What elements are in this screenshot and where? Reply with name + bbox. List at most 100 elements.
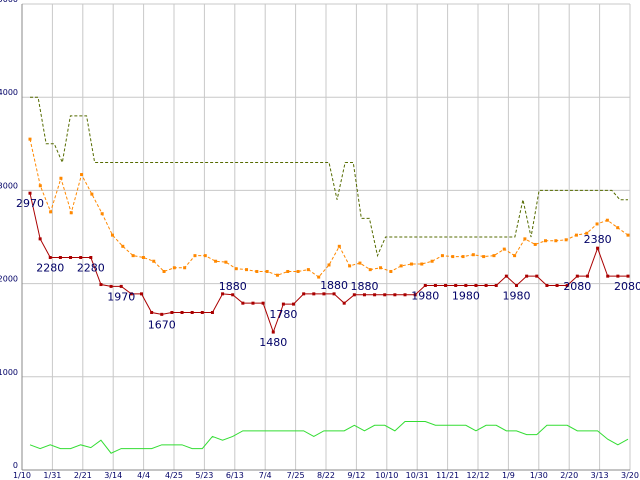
x-tick-label: 3/20 [621, 471, 639, 480]
series-point-1 [90, 192, 94, 196]
series-point-2 [89, 256, 93, 260]
series-point-1 [420, 262, 424, 266]
series-point-1 [399, 264, 403, 268]
series-point-1 [286, 269, 290, 273]
data-label: 1980 [503, 289, 531, 302]
series-point-1 [564, 238, 568, 242]
series-point-2 [241, 301, 245, 305]
series-point-2 [119, 284, 123, 288]
series-point-1 [327, 263, 331, 267]
series-point-2 [210, 310, 214, 314]
series-point-2 [28, 191, 32, 195]
series-point-1 [203, 254, 207, 258]
y-tick-label: 4000 [0, 88, 18, 97]
series-point-1 [544, 239, 548, 243]
data-label: 1970 [107, 290, 135, 303]
series-point-1 [234, 267, 238, 271]
series-point-1 [348, 264, 352, 268]
series-point-2 [48, 256, 52, 260]
series-point-2 [352, 293, 356, 297]
series-point-1 [574, 233, 578, 237]
series-point-2 [444, 283, 448, 287]
data-label: 2280 [36, 262, 64, 275]
y-tick-label: 2000 [0, 275, 18, 284]
series-point-1 [605, 218, 609, 222]
series-line-2 [29, 193, 628, 334]
series-point-2 [200, 310, 204, 314]
series-point-1 [461, 255, 465, 259]
series-point-2 [393, 293, 397, 297]
series-point-2 [504, 274, 508, 278]
series-point-1 [110, 233, 114, 237]
series-point-1 [152, 259, 156, 263]
series-point-2 [565, 283, 569, 287]
series-point-2 [160, 312, 164, 316]
data-label: 2080 [614, 280, 640, 293]
series-point-2 [312, 292, 316, 296]
x-tick-label: 8/22 [317, 471, 335, 480]
x-tick-label: 9/12 [347, 471, 365, 480]
x-tick-label: 1/10 [13, 471, 31, 480]
series-point-2 [535, 274, 539, 278]
data-label: 1670 [148, 318, 176, 331]
series-point-1 [28, 137, 32, 141]
series-point-1 [38, 184, 42, 188]
series-point-2 [515, 283, 519, 287]
series-point-1 [80, 173, 84, 177]
series-point-1 [172, 266, 176, 270]
y-tick-label: 1000 [0, 368, 18, 377]
series-point-1 [131, 254, 135, 258]
x-tick-label: 4/4 [137, 471, 150, 480]
series-point-1 [121, 244, 125, 248]
series-point-2 [575, 274, 579, 278]
series-point-1 [368, 268, 372, 272]
x-tick-label: 11/21 [436, 471, 459, 480]
series-point-1 [492, 254, 496, 258]
x-tick-label: 1/31 [43, 471, 61, 480]
series-point-2 [474, 283, 478, 287]
series-point-1 [59, 176, 63, 180]
x-tick-label: 1/9 [502, 471, 515, 480]
x-tick-label: 7/4 [259, 471, 272, 480]
data-label: 1480 [259, 336, 287, 349]
x-tick-label: 5/23 [195, 471, 213, 480]
series-point-2 [69, 256, 73, 260]
series-point-1 [471, 253, 475, 257]
series-point-1 [162, 269, 166, 273]
series-point-2 [38, 237, 42, 241]
series-point-1 [245, 268, 249, 272]
series-point-1 [296, 269, 300, 273]
series-point-1 [513, 254, 517, 258]
series-point-2 [58, 256, 62, 260]
x-tick-label: 10/31 [406, 471, 429, 480]
data-label: 1780 [269, 308, 297, 321]
series-point-2 [261, 301, 265, 305]
x-tick-label: 1/30 [530, 471, 548, 480]
series-point-1 [214, 259, 218, 263]
x-tick-label: 4/25 [165, 471, 183, 480]
series-line-1 [29, 139, 629, 278]
x-tick-label: 10/10 [375, 471, 398, 480]
series-point-2 [99, 283, 103, 287]
data-label: 2380 [584, 233, 612, 246]
series-point-2 [585, 274, 589, 278]
data-label: 1880 [350, 280, 378, 293]
series-point-1 [379, 266, 383, 270]
series-point-2 [383, 293, 387, 297]
data-label: 1880 [219, 280, 247, 293]
series-point-2 [79, 256, 83, 260]
x-tick-label: 7/25 [287, 471, 305, 480]
series-point-2 [616, 274, 620, 278]
x-tick-label: 3/14 [104, 471, 122, 480]
series-point-2 [109, 284, 113, 288]
series-point-1 [275, 273, 279, 277]
series-point-2 [484, 283, 488, 287]
series-point-2 [221, 292, 225, 296]
series-point-1 [409, 262, 413, 266]
series-point-2 [180, 310, 184, 314]
series-point-2 [403, 293, 407, 297]
series-point-2 [606, 274, 610, 278]
data-label: 1980 [411, 289, 439, 302]
